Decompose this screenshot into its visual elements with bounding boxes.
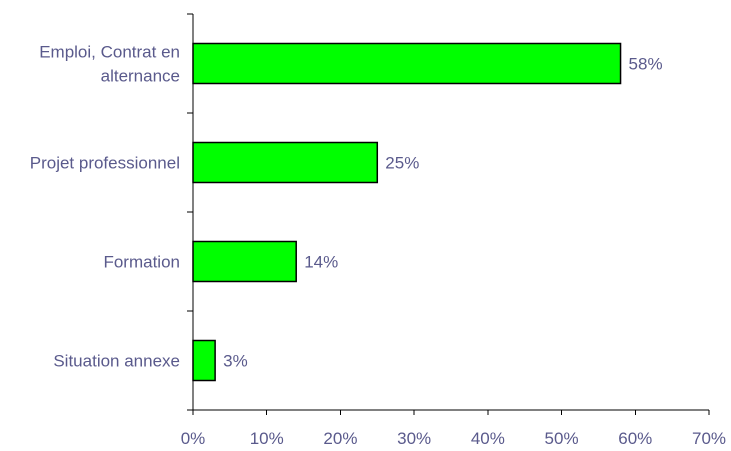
category-label: Emploi, Contrat en alternance (39, 43, 180, 86)
x-tick-label: 30% (397, 429, 431, 448)
x-tick-label: 70% (692, 429, 726, 448)
data-label: 14% (304, 253, 338, 272)
data-label: 3% (223, 352, 248, 371)
data-labels: 58% 25% 14% 3% (223, 55, 662, 371)
category-label: Projet professionnel (30, 154, 180, 173)
bar (192, 339, 216, 382)
category-label: Situation annexe (53, 352, 180, 371)
category-labels: Emploi, Contrat en alternance Projet profe… (30, 43, 180, 371)
x-axis-tick-labels: 0% 10% 20% 30% 40% 50% 60% 70% (181, 429, 726, 448)
x-tick-label: 10% (250, 429, 284, 448)
category-label: Formation (103, 253, 180, 272)
x-tick-label: 50% (545, 429, 579, 448)
category-label-line: Emploi, Contrat en (39, 43, 180, 62)
data-label: 58% (629, 55, 663, 74)
x-tick-label: 60% (618, 429, 652, 448)
bar (192, 141, 379, 184)
bars (192, 42, 622, 382)
category-label-line: Situation annexe (53, 352, 180, 371)
category-label-line: alternance (101, 67, 180, 86)
category-label-line: Formation (103, 253, 180, 272)
bar (192, 42, 622, 85)
y-axis-ticks (187, 13, 193, 411)
bar (192, 240, 297, 283)
x-tick-label: 20% (323, 429, 357, 448)
x-tick-label: 40% (471, 429, 505, 448)
x-tick-label: 0% (181, 429, 206, 448)
data-label: 25% (385, 154, 419, 173)
x-axis-ticks (192, 410, 710, 415)
category-label-line: Projet professionnel (30, 154, 180, 173)
